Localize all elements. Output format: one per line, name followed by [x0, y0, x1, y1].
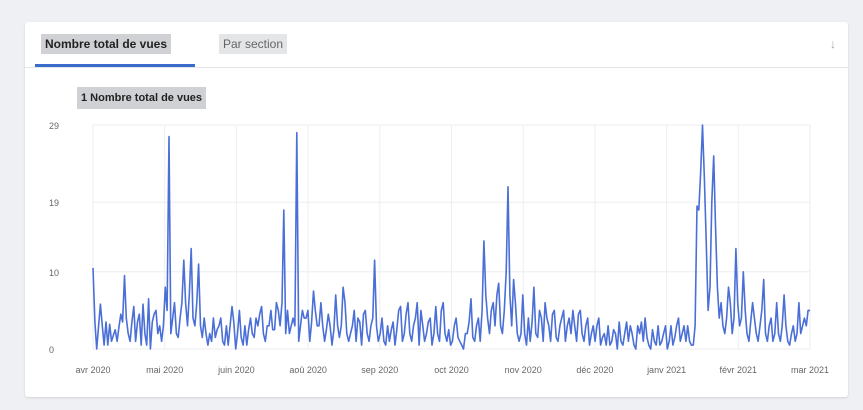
x-tick-label: févr 2021 — [720, 365, 758, 375]
x-tick-label: déc 2020 — [576, 365, 613, 375]
views-card: Nombre total de vues Par section ↓ 1 Nom… — [25, 22, 848, 397]
views-line-chart: 0 10 19 29 avr 2020 mai 2020 juin 2020 aoû 2020… — [49, 121, 829, 375]
x-tick-label: janv 2021 — [646, 365, 686, 375]
x-tick-label: nov 2020 — [505, 365, 542, 375]
active-tab-indicator — [35, 64, 195, 67]
y-tick-label: 10 — [49, 268, 59, 278]
series-label: 1 Nombre total de vues — [77, 87, 207, 109]
x-tick-label: avr 2020 — [75, 365, 110, 375]
tab-total-views[interactable]: Nombre total de vues — [41, 34, 172, 54]
y-tick-label: 19 — [49, 198, 59, 208]
tab-bar: Nombre total de vues Par section ↓ — [25, 22, 848, 68]
y-tick-label: 29 — [49, 121, 59, 131]
series-line — [92, 124, 810, 350]
download-icon[interactable]: ↓ — [830, 37, 836, 51]
y-tick-label: 0 — [49, 345, 54, 355]
tab-by-section[interactable]: Par section — [219, 34, 288, 54]
x-tick-label: juin 2020 — [217, 365, 255, 375]
x-tick-label: aoû 2020 — [289, 365, 327, 375]
x-tick-label: mai 2020 — [146, 365, 183, 375]
x-tick-label: oct 2020 — [434, 365, 469, 375]
x-tick-label: mar 2021 — [791, 365, 829, 375]
x-tick-label: sep 2020 — [361, 365, 398, 375]
